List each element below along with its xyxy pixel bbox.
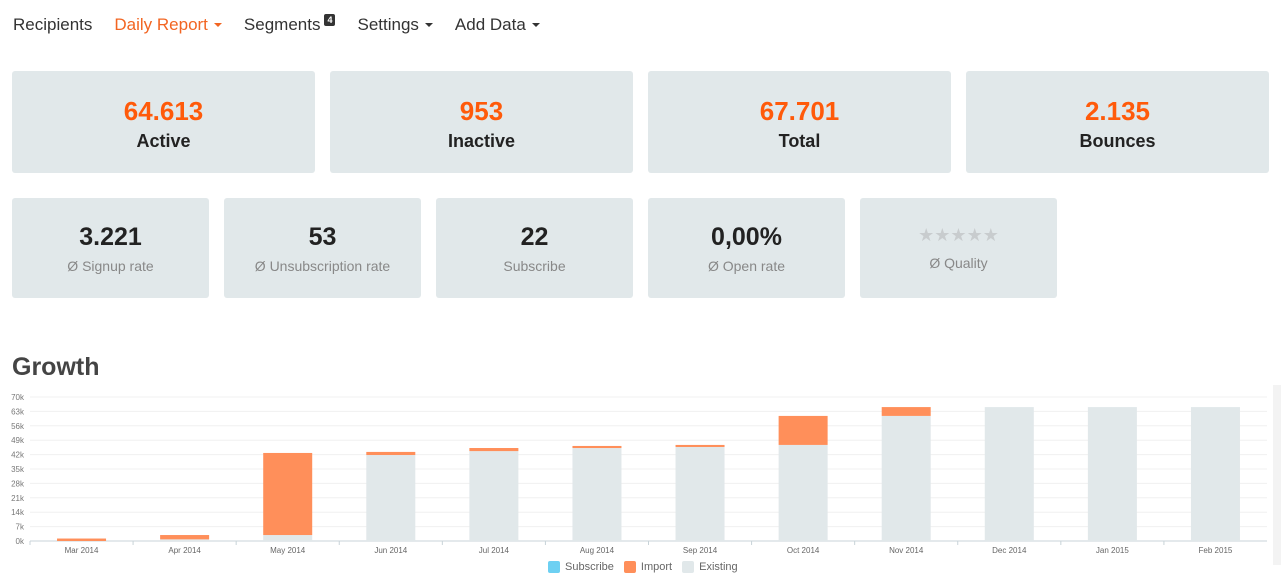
nav-add-data[interactable]: Add Data xyxy=(455,15,540,35)
x-tick-label: Jan 2015 xyxy=(1096,546,1129,555)
y-tick-label: 70k xyxy=(11,393,25,402)
nav-label: Daily Report xyxy=(114,15,208,34)
stat-label: Ø Unsubscription rate xyxy=(254,258,391,274)
stat-card-bounces: 2.135 Bounces xyxy=(966,71,1269,173)
legend-swatch xyxy=(682,561,695,573)
stat-card-inactive: 953 Inactive xyxy=(330,71,633,173)
bar-import xyxy=(57,538,107,541)
bar-import xyxy=(160,535,210,540)
bar-import xyxy=(263,452,313,536)
growth-title: Growth xyxy=(12,353,100,381)
stat-label: Ø Open rate xyxy=(707,258,786,274)
bar-existing xyxy=(778,444,828,541)
x-tick-label: Apr 2014 xyxy=(168,546,201,555)
legend-label: Import xyxy=(640,561,673,573)
nav-segments[interactable]: Segments 4 xyxy=(243,14,336,35)
bar-existing xyxy=(263,535,313,541)
stat-label: Inactive xyxy=(447,131,516,151)
x-tick-label: Feb 2015 xyxy=(1199,546,1233,555)
legend-item-existing[interactable]: Existing xyxy=(682,561,738,573)
stat-value: 22 xyxy=(520,223,549,251)
stat-card-subscribe: 22 Subscribe xyxy=(436,198,633,298)
x-tick-label: Oct 2014 xyxy=(787,546,820,555)
legend-item-import[interactable]: Import xyxy=(623,561,673,573)
stat-card-open-rate: 0,00% Ø Open rate xyxy=(648,198,845,298)
stat-label: Bounces xyxy=(1079,131,1156,151)
bar-import xyxy=(572,445,622,449)
stat-label: Active xyxy=(136,131,191,151)
legend-swatch xyxy=(548,561,560,573)
bar-existing xyxy=(160,539,210,541)
quality-stars-icon: ★★★★★ xyxy=(918,225,999,245)
bar-import xyxy=(469,448,519,452)
stat-value: 53 xyxy=(308,223,337,251)
bar-existing xyxy=(675,446,725,541)
bar-existing xyxy=(572,448,622,541)
y-tick-label: 35k xyxy=(11,465,25,474)
y-tick-label: 56k xyxy=(11,422,25,431)
bar-existing xyxy=(984,407,1034,541)
y-tick-label: 14k xyxy=(11,508,25,517)
y-tick-label: 42k xyxy=(11,451,25,460)
bar-existing xyxy=(1087,407,1137,541)
bar-existing xyxy=(1190,407,1240,541)
scrollbar[interactable] xyxy=(1273,385,1281,565)
x-tick-label: Jul 2014 xyxy=(479,546,510,555)
bar-existing xyxy=(881,415,931,541)
segments-count-badge: 4 xyxy=(324,14,336,26)
x-tick-label: May 2014 xyxy=(270,546,306,555)
stat-card-total: 67.701 Total xyxy=(648,71,951,173)
stat-value: 2.135 xyxy=(1084,96,1151,126)
stat-value: 3.221 xyxy=(79,223,142,251)
stat-card-signup-rate: 3.221 Ø Signup rate xyxy=(12,198,209,298)
stat-value: 67.701 xyxy=(759,96,840,126)
bar-existing xyxy=(469,451,519,541)
x-tick-label: Jun 2014 xyxy=(374,546,407,555)
legend-label: Subscribe xyxy=(565,561,614,573)
y-tick-label: 63k xyxy=(11,407,25,416)
stat-value: 953 xyxy=(459,96,504,126)
caret-down-icon xyxy=(424,23,433,27)
x-tick-label: Mar 2014 xyxy=(65,546,99,555)
legend-swatch xyxy=(623,561,636,573)
bar-import xyxy=(675,444,725,447)
y-tick-label: 49k xyxy=(11,436,25,445)
stat-label: Ø Quality xyxy=(929,255,988,271)
legend-item-subscribe[interactable]: Subscribe xyxy=(548,561,614,573)
stat-card-quality: ★★★★★ Ø Quality xyxy=(860,198,1057,298)
y-tick-label: 28k xyxy=(11,479,25,488)
y-tick-label: 21k xyxy=(11,494,25,503)
stat-card-unsubscription-rate: 53 Ø Unsubscription rate xyxy=(224,198,421,298)
stat-label: Ø Signup rate xyxy=(67,258,154,274)
nav-label: Segments xyxy=(243,15,321,34)
caret-down-icon xyxy=(531,23,540,27)
top-nav: Recipients Daily Report Segments 4 Settings A… xyxy=(13,14,562,35)
stat-value: 64.613 xyxy=(123,96,204,126)
nav-settings[interactable]: Settings xyxy=(357,15,433,35)
nav-label: Add Data xyxy=(454,15,526,34)
y-tick-label: 7k xyxy=(16,523,25,532)
chart-legend: Subscribe Import Existing xyxy=(548,561,738,573)
bar-import xyxy=(881,407,931,416)
stat-label: Total xyxy=(778,131,821,151)
x-tick-label: Aug 2014 xyxy=(580,546,615,555)
nav-label: Recipients xyxy=(13,15,93,34)
bar-existing xyxy=(366,455,416,541)
y-tick-label: 0k xyxy=(16,537,25,546)
growth-chart: 0k 7k 14k 21k 28k 35k 42k 49k 56k 63k 70k Mar 2014 A… xyxy=(11,393,1267,555)
stat-value: 0,00% xyxy=(711,223,782,251)
nav-daily-report[interactable]: Daily Report xyxy=(114,15,222,35)
stat-card-active: 64.613 Active xyxy=(12,71,315,173)
x-tick-label: Dec 2014 xyxy=(992,546,1027,555)
bar-import xyxy=(778,415,828,445)
nav-label: Settings xyxy=(357,15,419,34)
x-tick-label: Nov 2014 xyxy=(889,546,924,555)
nav-recipients[interactable]: Recipients xyxy=(13,15,92,35)
stat-label: Subscribe xyxy=(503,258,566,274)
x-tick-label: Sep 2014 xyxy=(683,546,718,555)
legend-label: Existing xyxy=(699,561,738,573)
bar-import xyxy=(366,451,416,456)
caret-down-icon xyxy=(213,23,222,27)
